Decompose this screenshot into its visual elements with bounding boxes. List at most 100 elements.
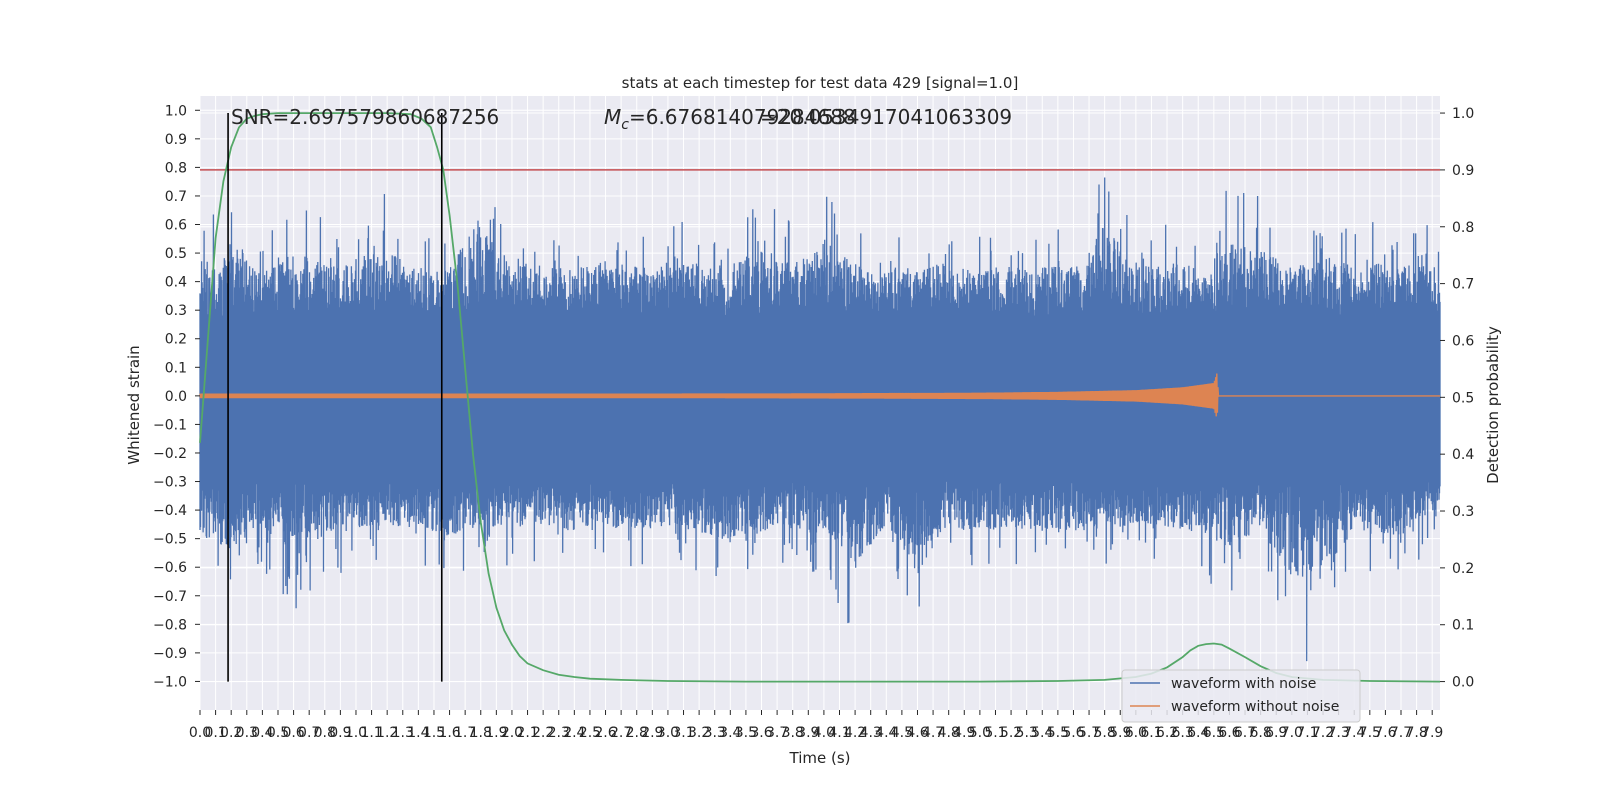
- x-tick-label: 6.0: [1125, 725, 1147, 741]
- x-tick-label: 2.6: [594, 725, 616, 741]
- x-tick-label: 7.2: [1312, 725, 1334, 741]
- x-tick-label: 0.8: [314, 725, 336, 741]
- y-axis-label: Whitened strain: [125, 345, 143, 464]
- x-tick-label: 1.4: [407, 725, 429, 741]
- clean-series: [199, 373, 1440, 417]
- mass-ratio-value: =20.0534917041063309: [760, 105, 1012, 129]
- x-tick-label: 3.3: [704, 725, 726, 741]
- x-tick-label: 1.1: [360, 725, 382, 741]
- y-tick-label: −0.3: [153, 475, 187, 491]
- y-tick-label: −0.7: [153, 589, 187, 605]
- y-tick-label: 0.5: [165, 246, 187, 262]
- x-tick-label: 4.1: [828, 725, 850, 741]
- y-tick-label: −0.5: [153, 532, 187, 548]
- x-tick-label: 5.0: [969, 725, 991, 741]
- x-tick-label: 5.3: [1016, 725, 1038, 741]
- x-tick-label: 2.8: [626, 725, 648, 741]
- x-tick-label: 1.7: [454, 725, 476, 741]
- x-tick-label: 3.8: [782, 725, 804, 741]
- mc-symbol: M: [604, 105, 621, 129]
- x-tick-label: 5.6: [1062, 725, 1084, 741]
- y-tick-label: 0.7: [165, 189, 187, 205]
- x-tick-label: 3.1: [672, 725, 694, 741]
- y-tick-label: 1.0: [165, 103, 187, 119]
- x-tick-label: 7.3: [1327, 725, 1349, 741]
- legend: waveform with noise waveform without noi…: [1121, 669, 1361, 723]
- y-tick-label: −0.8: [153, 617, 187, 633]
- x-tick-label: 3.5: [735, 725, 757, 741]
- y-tick-label: 0.4: [165, 275, 187, 291]
- x-tick-label: 3.0: [657, 725, 679, 741]
- mc-subscript: c: [621, 117, 629, 133]
- x-tick-label: 4.2: [844, 725, 866, 741]
- x-tick-label: 6.5: [1203, 725, 1225, 741]
- legend-label-noise: waveform with noise: [1171, 676, 1316, 692]
- x-tick-label: 7.5: [1359, 725, 1381, 741]
- snr-annotation: SNR=2.697579860687256: [231, 105, 499, 129]
- x-tick-label: 5.7: [1078, 725, 1100, 741]
- x-tick-label: 4.8: [938, 725, 960, 741]
- x-tick-label: 6.8: [1249, 725, 1271, 741]
- x-tick-label: 1.3: [392, 725, 414, 741]
- x-tick-label: 0.2: [220, 725, 242, 741]
- x-tick-label: 2.7: [610, 725, 632, 741]
- x-tick-label: 6.2: [1156, 725, 1178, 741]
- y-right-tick-label: 0.8: [1452, 220, 1474, 236]
- x-tick-label: 0.5: [267, 725, 289, 741]
- x-tick-label: 0.6: [282, 725, 304, 741]
- x-tick-label: 1.6: [438, 725, 460, 741]
- x-tick-label: 6.3: [1172, 725, 1194, 741]
- x-tick-label: 5.2: [1000, 725, 1022, 741]
- x-tick-label: 3.6: [750, 725, 772, 741]
- x-tick-label: 3.4: [719, 725, 741, 741]
- y-tick-label: 0.9: [165, 132, 187, 148]
- clean-waveform-line: [199, 373, 1440, 417]
- x-tick-label: 4.9: [953, 725, 975, 741]
- y-right-tick-label: 0.5: [1452, 390, 1474, 406]
- x-tick-label: 4.7: [922, 725, 944, 741]
- x-tick-label: 7.9: [1421, 725, 1443, 741]
- legend-label-clean: waveform without noise: [1171, 699, 1339, 715]
- y-right-tick-label: 0.9: [1452, 163, 1474, 179]
- x-tick-label: 5.5: [1047, 725, 1069, 741]
- x-tick-label: 4.3: [860, 725, 882, 741]
- chart-title: stats at each timestep for test data 429…: [622, 74, 1019, 92]
- overlay: [199, 112, 1441, 683]
- x-tick-label: 4.4: [875, 725, 897, 741]
- x-tick-label: 2.5: [579, 725, 601, 741]
- x-tick-label: 7.7: [1390, 725, 1412, 741]
- y-right-tick-label: 0.4: [1452, 447, 1474, 463]
- x-tick-label: 2.3: [548, 725, 570, 741]
- x-tick-label: 3.7: [766, 725, 788, 741]
- x-tick-label: 5.4: [1031, 725, 1053, 741]
- x-axis-label: Time (s): [789, 749, 851, 767]
- y-right-tick-label: 0.1: [1452, 618, 1474, 634]
- y-right-tick-label: 0.2: [1452, 561, 1474, 577]
- x-tick-label: 7.0: [1281, 725, 1303, 741]
- detection-probability-line: [199, 112, 1441, 683]
- x-tick-label: 2.2: [532, 725, 554, 741]
- mc-annotation: Mc=6.676814079284688: [604, 105, 856, 133]
- x-tick-label: 6.6: [1218, 725, 1240, 741]
- y-tick-label: 0.0: [165, 389, 187, 405]
- y-right-tick-label: 0.6: [1452, 333, 1474, 349]
- x-tick-label: 2.4: [563, 725, 585, 741]
- y-right-tick-label: 0.3: [1452, 504, 1474, 520]
- y-tick-label: −0.2: [153, 446, 187, 462]
- y-tick-label: 0.2: [165, 332, 187, 348]
- x-tick-label: 6.9: [1265, 725, 1287, 741]
- y-right-tick-label: 1.0: [1452, 106, 1474, 122]
- x-tick-label: 0.4: [251, 725, 273, 741]
- y-tick-label: −0.9: [153, 646, 187, 662]
- y-tick-label: 0.1: [165, 360, 187, 376]
- y-tick-label: −0.1: [153, 417, 187, 433]
- x-tick-label: 2.9: [641, 725, 663, 741]
- x-tick-label: 6.4: [1187, 725, 1209, 741]
- x-tick-label: 3.2: [688, 725, 710, 741]
- y-right-tick-label: 0.7: [1452, 277, 1474, 293]
- x-tick-label: 4.6: [906, 725, 928, 741]
- x-tick-label: 1.5: [423, 725, 445, 741]
- x-tick-label: 1.9: [485, 725, 507, 741]
- x-tick-label: 7.6: [1374, 725, 1396, 741]
